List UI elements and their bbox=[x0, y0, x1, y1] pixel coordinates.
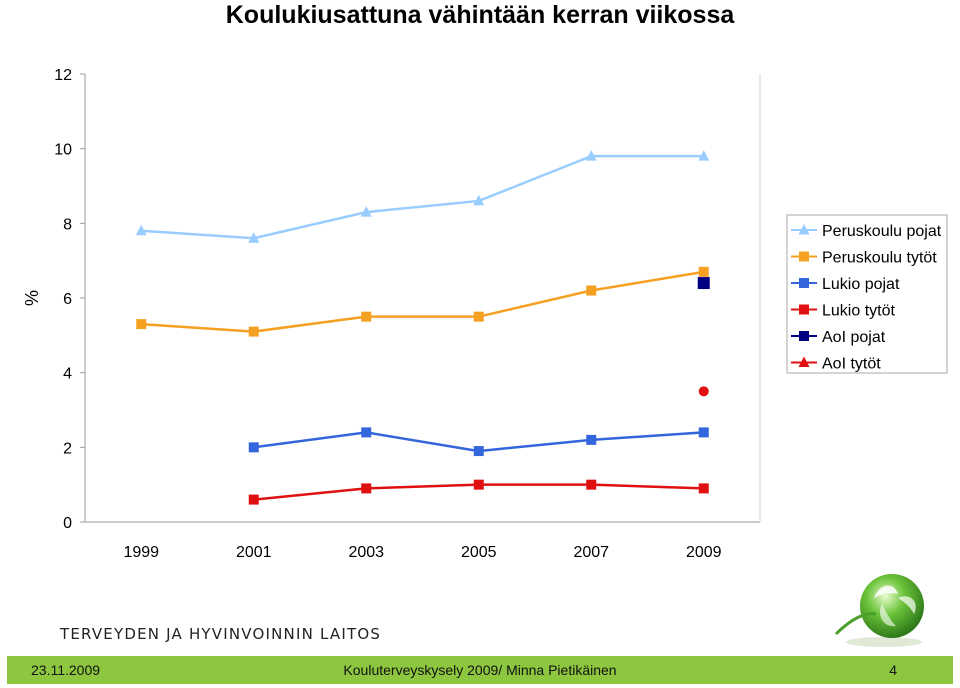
y-axis-label: % bbox=[22, 290, 42, 306]
legend-swatch-marker bbox=[799, 251, 809, 262]
data-point-4 bbox=[697, 277, 710, 290]
x-tick-label: 2009 bbox=[686, 544, 722, 561]
legend-swatch-marker bbox=[799, 278, 809, 288]
footer-page-number: 4 bbox=[889, 662, 897, 678]
data-point-2 bbox=[361, 427, 372, 438]
legend-label: AoI tytöt bbox=[822, 356, 881, 373]
legend-swatch-marker bbox=[799, 304, 809, 315]
legend-swatch-marker bbox=[798, 224, 810, 235]
data-point-1 bbox=[698, 266, 709, 277]
data-point-5 bbox=[698, 386, 709, 397]
x-tick-label: 2003 bbox=[348, 544, 384, 561]
data-point-0 bbox=[248, 232, 260, 243]
y-tick-label: 6 bbox=[63, 291, 72, 308]
y-tick-label: 8 bbox=[63, 216, 72, 233]
y-tick-label: 0 bbox=[63, 515, 72, 532]
legend-box bbox=[786, 214, 948, 374]
legend-swatch-marker bbox=[799, 331, 809, 341]
green-leaf-globe-icon bbox=[834, 574, 924, 647]
data-point-1 bbox=[136, 319, 147, 330]
data-point-3 bbox=[361, 483, 372, 494]
y-tick-label: 2 bbox=[63, 440, 72, 457]
legend-label: Lukio pojat bbox=[822, 276, 900, 293]
footer-date: 23.11.2009 bbox=[31, 662, 101, 678]
data-point-0 bbox=[360, 206, 372, 217]
legend-label: Peruskoulu tytöt bbox=[822, 250, 937, 267]
x-tick-label: 2005 bbox=[461, 544, 497, 561]
data-point-0 bbox=[698, 150, 710, 161]
line-chart: 0 2 4 6 8 10 12 1999 2001 2003 2005 2007 2009% Perusk… bbox=[22, 67, 948, 561]
chart-title: Koulukiusattuna vähintään kerran viikoss… bbox=[225, 1, 735, 29]
data-point-3 bbox=[698, 483, 709, 494]
data-point-1 bbox=[586, 285, 597, 296]
data-point-3 bbox=[473, 479, 484, 490]
data-point-0 bbox=[585, 150, 597, 161]
y-tick-label: 10 bbox=[54, 142, 72, 159]
organization-name: TERVEYDEN JA HYVINVOINNIN LAITOS bbox=[60, 625, 382, 643]
data-point-3 bbox=[586, 479, 597, 490]
data-point-1 bbox=[248, 326, 259, 337]
footer-center-text: Kouluterveyskysely 2009/ Minna Pietikäin… bbox=[343, 662, 617, 678]
legend-label: AoI pojat bbox=[822, 329, 886, 346]
data-point-2 bbox=[473, 446, 484, 457]
series-line-0 bbox=[141, 154, 704, 240]
footer-bar: 23.11.2009 Kouluterveyskysely 2009/ Minn… bbox=[7, 656, 953, 684]
y-tick-label: 12 bbox=[54, 67, 72, 84]
data-point-0 bbox=[135, 224, 147, 236]
legend-label: Peruskoulu pojat bbox=[822, 223, 942, 240]
data-point-3 bbox=[248, 494, 259, 505]
chart-title-wrapper: Koulukiusattuna vähintään kerran viikoss… bbox=[0, 0, 960, 30]
data-point-0 bbox=[473, 194, 485, 206]
data-point-1 bbox=[361, 311, 372, 322]
y-tick-label: 4 bbox=[63, 366, 72, 383]
x-tick-label: 1999 bbox=[123, 544, 159, 561]
data-point-2 bbox=[248, 442, 259, 453]
x-tick-label: 2007 bbox=[573, 544, 609, 561]
data-point-2 bbox=[586, 434, 597, 445]
legend-swatch-marker bbox=[798, 356, 810, 367]
data-point-2 bbox=[698, 427, 709, 438]
legend-label: Lukio tytöt bbox=[822, 303, 895, 320]
x-tick-label: 2001 bbox=[236, 544, 272, 561]
series-line-1 bbox=[141, 270, 704, 333]
data-point-1 bbox=[473, 311, 484, 322]
